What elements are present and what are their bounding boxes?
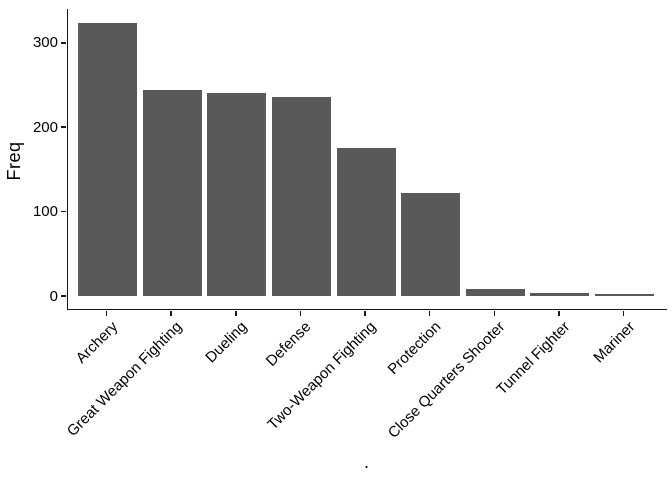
y-axis-title-text: Freq xyxy=(4,141,24,181)
x-tick-mark xyxy=(364,310,366,316)
bar-archery xyxy=(78,22,137,296)
y-tick-mark xyxy=(60,295,66,297)
bar-great-weapon-fighting xyxy=(142,90,202,296)
bar-close-quarters-shooter xyxy=(465,289,525,296)
x-axis-title: . xyxy=(363,452,369,472)
bar-defense xyxy=(271,96,331,296)
bar-tunnel-fighter xyxy=(530,292,590,296)
x-tick-mark xyxy=(170,310,172,316)
plot-area xyxy=(67,9,667,310)
y-tick-mark xyxy=(60,126,66,128)
y-tick-label: 0 xyxy=(49,287,58,305)
bar-dueling xyxy=(207,92,267,296)
y-tick-label: 300 xyxy=(32,34,58,52)
bar-mariner xyxy=(595,294,655,296)
x-tick-mark xyxy=(105,310,108,316)
y-tick-label: 200 xyxy=(32,118,58,136)
y-tick-label: 100 xyxy=(32,203,58,221)
x-tick-mark xyxy=(428,310,431,316)
y-tick-mark xyxy=(60,210,66,213)
y-tick-mark xyxy=(60,42,66,44)
x-tick-mark xyxy=(558,310,560,316)
x-tick-mark xyxy=(622,310,625,316)
bar-two-weapon-fighting xyxy=(336,148,396,296)
x-tick-mark xyxy=(493,310,496,316)
x-tick-mark xyxy=(299,310,302,316)
x-tick-mark xyxy=(235,310,237,316)
bar-protection xyxy=(401,193,461,296)
